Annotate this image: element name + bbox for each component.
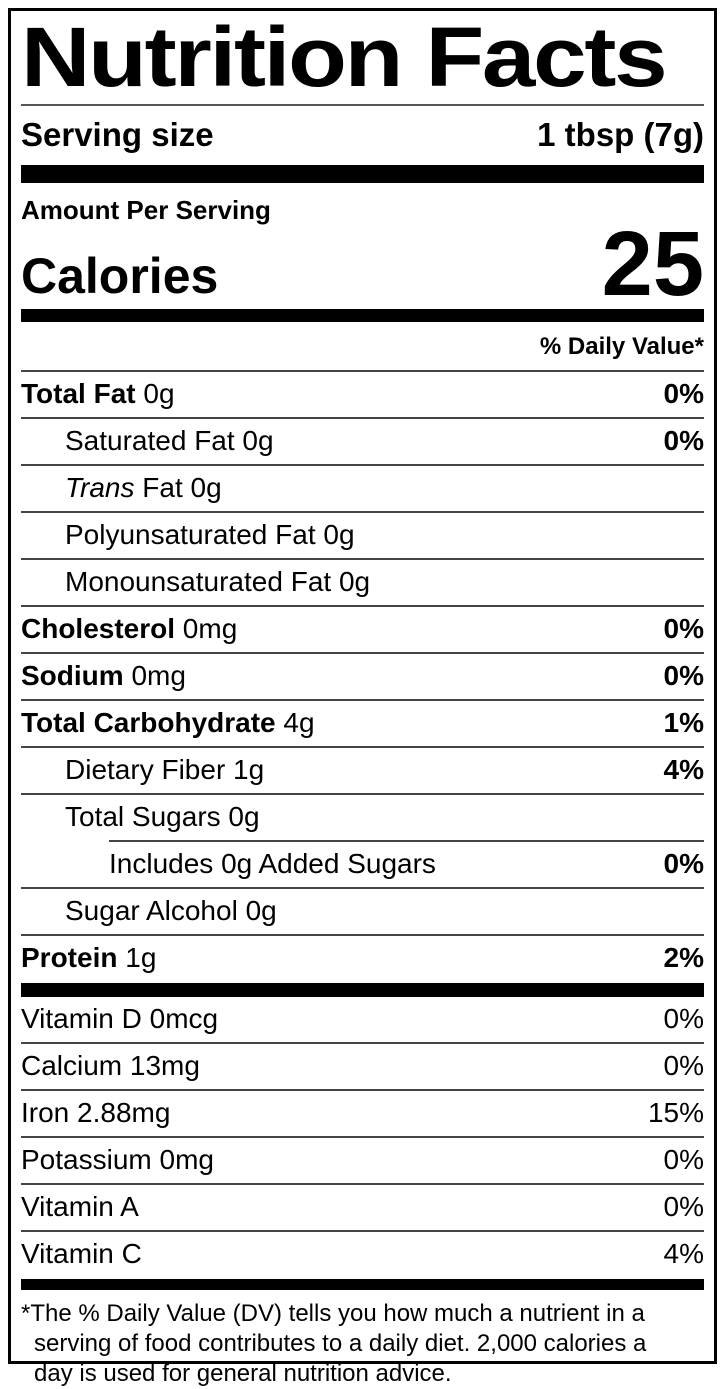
nutrient-name: Total Sugars 0g (65, 801, 260, 833)
nutrient-row-monounsaturated-fat: Monounsaturated Fat 0g (21, 560, 704, 605)
daily-value-footnote: *The % Daily Value (DV) tells you how mu… (21, 1290, 704, 1388)
nutrient-name: Trans (65, 472, 135, 504)
row-divider (21, 934, 704, 937)
nutrient-dv: 0% (663, 425, 704, 457)
row-divider (21, 1183, 704, 1186)
nutrient-dv: 0% (663, 848, 704, 880)
micronutrient-name: Iron 2.88mg (21, 1097, 171, 1129)
row-divider (21, 699, 704, 702)
nutrient-name: Dietary Fiber 1g (65, 754, 265, 786)
nutrient-name: Polyunsaturated Fat 0g (65, 519, 355, 551)
nutrient-row-protein: Protein 1g 2% (21, 942, 704, 974)
nutrient-row-sugar-alcohol: Sugar Alcohol 0g (21, 889, 704, 934)
nutrient-row-total-carbohydrate: Total Carbohydrate 4g 1% (21, 707, 704, 739)
serving-size-label: Serving size (21, 115, 214, 153)
row-divider (21, 417, 704, 420)
micronutrient-row-vitamin-a: Vitamin A 0% (21, 1185, 704, 1230)
micronutrient-row-calcium: Calcium 13mg 0% (21, 1044, 704, 1089)
nutrient-dv: 4% (663, 754, 704, 786)
row-divider (21, 511, 704, 514)
title-divider (21, 103, 704, 106)
footnote-line: *The % Daily Value (DV) tells you how mu… (21, 1300, 645, 1328)
nutrient-row-added-sugars: Includes 0g Added Sugars 0% (21, 842, 704, 887)
micronutrient-dv: 15% (647, 1097, 704, 1129)
thick-separator-bar-middle (21, 983, 704, 998)
micronutrient-row-potassium: Potassium 0mg 0% (21, 1138, 704, 1183)
micronutrient-dv: 0% (663, 1050, 704, 1082)
row-divider (21, 558, 704, 561)
nutrient-name: Sodium (21, 660, 124, 692)
row-divider (21, 652, 704, 655)
thick-separator-bar-top (21, 164, 704, 183)
label-title: Nutrition Facts (21, 10, 668, 104)
micronutrient-name: Vitamin C (21, 1238, 142, 1270)
nutrient-name: Protein (21, 942, 118, 974)
row-divider (21, 887, 704, 890)
nutrient-dv: 0% (663, 378, 704, 410)
amount-per-serving-label: Amount Per Serving (21, 194, 271, 225)
nutrient-row-total-sugars: Total Sugars 0g (21, 795, 704, 840)
nutrition-facts-label: Nutrition Facts Serving size 1 tbsp (7g)… (8, 8, 717, 1387)
nutrient-row-trans-fat: Trans Fat 0g (65, 472, 222, 504)
row-divider-indented (109, 840, 704, 843)
nutrient-name: Total Carbohydrate (21, 707, 276, 739)
nutrient-dv: 2% (663, 942, 704, 974)
nutrient-name: Sugar Alcohol 0g (65, 895, 277, 927)
nutrient-name: Saturated Fat 0g (65, 425, 274, 457)
row-divider (21, 1089, 704, 1092)
row-divider (21, 370, 704, 373)
nutrient-dv: 0% (663, 660, 704, 692)
nutrient-name: Cholesterol (21, 613, 176, 645)
row-divider (21, 746, 704, 749)
nutrient-row-dietary-fiber: Dietary Fiber 1g 4% (21, 748, 704, 793)
serving-size-row: Serving size 1 tbsp (7g) (21, 106, 704, 165)
nutrient-row-saturated-fat: Saturated Fat 0g 0% (21, 419, 704, 464)
micronutrient-dv: 0% (663, 1003, 704, 1035)
row-divider (21, 793, 704, 796)
calories-value: 25 (601, 212, 704, 315)
nutrient-name: Includes 0g Added Sugars (109, 848, 436, 880)
separator-bar-calories (21, 309, 704, 323)
row-divider (21, 605, 704, 608)
row-divider (21, 1042, 704, 1045)
micronutrient-dv: 0% (663, 1191, 704, 1223)
row-divider (21, 464, 704, 467)
micronutrient-row-iron: Iron 2.88mg 15% (21, 1091, 704, 1136)
micronutrient-row-vitamin-c: Vitamin C 4% (21, 1232, 704, 1277)
micronutrient-dv: 4% (663, 1238, 704, 1270)
daily-value-header: % Daily Value* (539, 333, 704, 361)
serving-size-value: 1 tbsp (7g) (537, 115, 704, 153)
separator-bar-footnote (21, 1279, 704, 1291)
micronutrient-row-vitamin-d: Vitamin D 0mcg 0% (21, 997, 704, 1042)
micronutrient-name: Calcium 13mg (21, 1050, 200, 1082)
footnote-line: day is used for general nutrition advice… (34, 1359, 452, 1387)
nutrient-row-total-fat: Total Fat 0g 0% (21, 378, 704, 410)
calories-label: Calories (21, 248, 219, 305)
micronutrient-name: Vitamin D 0mcg (21, 1003, 219, 1035)
row-divider (21, 1136, 704, 1139)
nutrient-row-sodium: Sodium 0mg 0% (21, 660, 704, 692)
nutrient-name: Monounsaturated Fat 0g (65, 566, 371, 598)
nutrient-row-cholesterol: Cholesterol 0mg 0% (21, 613, 704, 645)
micronutrient-name: Vitamin A (21, 1191, 139, 1223)
nutrient-name: Total Fat (21, 378, 136, 410)
nutrient-dv: 1% (663, 707, 704, 739)
nutrient-dv: 0% (663, 613, 704, 645)
micronutrient-name: Potassium 0mg (21, 1144, 214, 1176)
calories-row: Calories 25 (21, 212, 704, 315)
footnote-line: serving of food contributes to a daily d… (34, 1330, 647, 1358)
micronutrient-dv: 0% (663, 1144, 704, 1176)
row-divider (21, 1230, 704, 1233)
nutrient-row-polyunsaturated-fat: Polyunsaturated Fat 0g (21, 513, 704, 558)
